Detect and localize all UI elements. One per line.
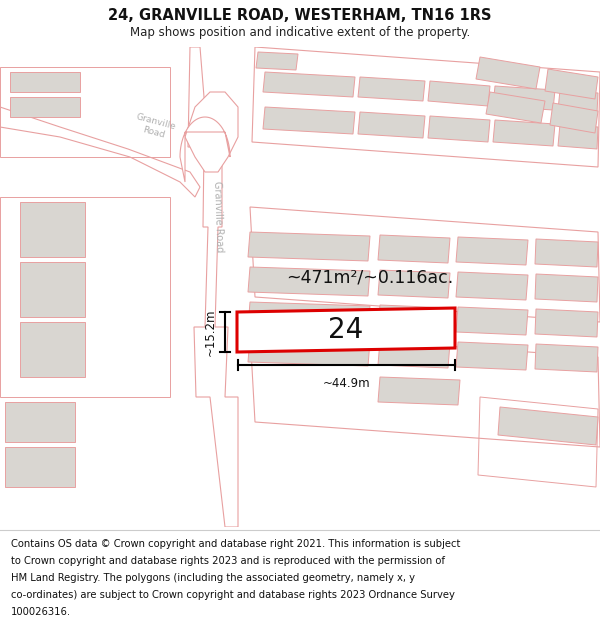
Polygon shape: [428, 116, 490, 142]
Polygon shape: [535, 344, 598, 372]
Polygon shape: [10, 72, 80, 92]
Text: Granville
Road: Granville Road: [133, 112, 177, 142]
Polygon shape: [378, 377, 460, 405]
Polygon shape: [545, 69, 598, 99]
Polygon shape: [263, 72, 355, 97]
Polygon shape: [358, 77, 425, 101]
Polygon shape: [358, 112, 425, 138]
Polygon shape: [20, 322, 85, 377]
Polygon shape: [498, 407, 598, 445]
Polygon shape: [456, 272, 528, 300]
Text: to Crown copyright and database rights 2023 and is reproduced with the permissio: to Crown copyright and database rights 2…: [11, 556, 445, 566]
Polygon shape: [535, 309, 598, 337]
Text: ~44.9m: ~44.9m: [323, 377, 370, 390]
Polygon shape: [256, 52, 298, 70]
Polygon shape: [456, 307, 528, 335]
Polygon shape: [378, 270, 450, 298]
Text: Granville Road: Granville Road: [212, 181, 224, 253]
Polygon shape: [456, 237, 528, 265]
Polygon shape: [558, 124, 598, 149]
Polygon shape: [378, 305, 450, 333]
Text: Contains OS data © Crown copyright and database right 2021. This information is : Contains OS data © Crown copyright and d…: [11, 539, 460, 549]
Polygon shape: [20, 262, 85, 317]
Polygon shape: [378, 235, 450, 263]
Polygon shape: [535, 239, 598, 267]
Polygon shape: [20, 202, 85, 257]
Polygon shape: [188, 47, 238, 527]
Polygon shape: [248, 267, 370, 296]
Text: Map shows position and indicative extent of the property.: Map shows position and indicative extent…: [130, 26, 470, 39]
Text: ~15.2m: ~15.2m: [204, 308, 217, 356]
Text: HM Land Registry. The polygons (including the associated geometry, namely x, y: HM Land Registry. The polygons (includin…: [11, 573, 415, 583]
Polygon shape: [5, 402, 75, 442]
Polygon shape: [180, 117, 230, 182]
Polygon shape: [185, 92, 238, 172]
Polygon shape: [378, 340, 450, 368]
Polygon shape: [476, 57, 540, 89]
Text: 100026316.: 100026316.: [11, 608, 71, 618]
Polygon shape: [248, 337, 370, 366]
Polygon shape: [237, 308, 455, 352]
Polygon shape: [248, 302, 370, 331]
Text: 24, GRANVILLE ROAD, WESTERHAM, TN16 1RS: 24, GRANVILLE ROAD, WESTERHAM, TN16 1RS: [108, 9, 492, 24]
Polygon shape: [5, 447, 75, 487]
Polygon shape: [535, 274, 598, 302]
Polygon shape: [550, 103, 598, 133]
Polygon shape: [248, 232, 370, 261]
Text: co-ordinates) are subject to Crown copyright and database rights 2023 Ordnance S: co-ordinates) are subject to Crown copyr…: [11, 590, 455, 600]
Polygon shape: [263, 107, 355, 134]
Text: ~471m²/~0.116ac.: ~471m²/~0.116ac.: [286, 268, 454, 286]
Polygon shape: [558, 90, 598, 113]
Polygon shape: [493, 120, 555, 146]
Polygon shape: [486, 92, 545, 123]
Polygon shape: [428, 81, 490, 106]
Polygon shape: [493, 86, 555, 110]
Text: 24: 24: [328, 316, 364, 344]
Polygon shape: [0, 107, 200, 197]
Polygon shape: [10, 97, 80, 117]
Polygon shape: [456, 342, 528, 370]
